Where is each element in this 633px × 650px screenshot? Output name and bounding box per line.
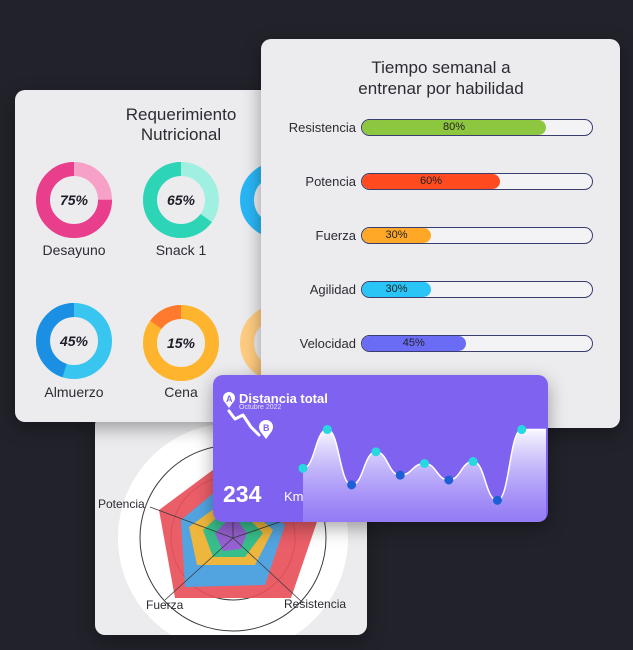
nutrition-title-line1: Requerimiento bbox=[125, 105, 237, 124]
data-point bbox=[468, 457, 478, 467]
marker-a: A bbox=[226, 394, 233, 404]
progress-fill bbox=[362, 120, 546, 135]
training-title-line1: Tiempo semanal a bbox=[371, 58, 511, 77]
progress-track: 30% bbox=[361, 281, 593, 298]
bar-label: Agilidad bbox=[309, 282, 356, 297]
radar-label-fuerza: Fuerza bbox=[146, 598, 184, 612]
bar-row-potencia: Potencia 60% bbox=[261, 173, 620, 193]
progress-track: 45% bbox=[361, 335, 593, 352]
donut-label-snack-1: Snack 1 bbox=[155, 242, 207, 258]
bar-label: Potencia bbox=[305, 174, 356, 189]
data-point bbox=[444, 475, 454, 485]
data-point bbox=[322, 425, 332, 435]
donut-snack-1: 65% bbox=[141, 160, 221, 240]
donut-cena: 15% bbox=[141, 303, 221, 383]
donut-value: 45% bbox=[59, 333, 89, 349]
donut-arc bbox=[36, 303, 112, 379]
distance-title: Distancia total bbox=[239, 391, 328, 406]
progress-value: 30% bbox=[385, 283, 408, 295]
progress-track: 80% bbox=[361, 119, 593, 136]
progress-fill bbox=[362, 174, 500, 189]
data-point bbox=[395, 470, 405, 480]
progress-track: 30% bbox=[361, 227, 593, 244]
donut-value: 75% bbox=[59, 192, 89, 208]
marker-b: B bbox=[263, 423, 270, 433]
route-icon: A B bbox=[223, 392, 273, 439]
bar-row-fuerza: Fuerza 30% bbox=[261, 227, 620, 247]
donut-arc bbox=[143, 305, 219, 381]
donut-label-almuerzo: Almuerzo bbox=[44, 384, 104, 400]
progress-value: 80% bbox=[442, 121, 466, 133]
bar-label: Resistencia bbox=[288, 120, 356, 135]
data-point bbox=[517, 425, 527, 435]
bar-row-resistencia: Resistencia 80% bbox=[261, 119, 620, 139]
data-point bbox=[298, 463, 308, 473]
donut-value: 15% bbox=[166, 335, 196, 351]
bar-label: Velocidad bbox=[299, 336, 356, 351]
distance-subtitle: Octubre 2022 bbox=[239, 404, 282, 411]
distance-area-chart bbox=[298, 425, 546, 522]
training-card: Tiempo semanal a entrenar por habilidad … bbox=[261, 39, 620, 428]
donut-arc bbox=[36, 162, 112, 238]
nutrition-title-line2: Nutricional bbox=[140, 125, 222, 144]
data-point bbox=[371, 447, 381, 457]
data-point bbox=[492, 495, 502, 505]
radar-label-potencia: Potencia bbox=[98, 497, 145, 511]
distance-area bbox=[303, 429, 546, 522]
bar-label: Fuerza bbox=[315, 228, 356, 243]
data-point bbox=[420, 459, 429, 468]
donut-value: 65% bbox=[166, 192, 196, 208]
donut-arc bbox=[143, 162, 219, 238]
progress-value: 30% bbox=[385, 229, 408, 241]
bar-row-agilidad: Agilidad 30% bbox=[261, 281, 620, 301]
donut-label-desayuno: Desayuno bbox=[42, 242, 106, 258]
donut-almuerzo: 45% bbox=[34, 301, 114, 381]
distance-card: A B Distancia total Octubre 2022 234 Km bbox=[213, 375, 548, 522]
progress-fill bbox=[362, 336, 466, 351]
nutrition-title: Requerimiento Nutricional bbox=[115, 105, 247, 145]
progress-fill bbox=[362, 282, 431, 297]
donut-desayuno: 75% bbox=[34, 160, 114, 240]
progress-value: 45% bbox=[402, 337, 425, 349]
distance-value: 234 bbox=[223, 481, 262, 507]
training-title-line2: entrenar por habilidad bbox=[358, 79, 524, 98]
nutrition-card: Requerimiento Nutricional 75% Desayuno 6… bbox=[15, 90, 280, 422]
progress-value: 60% bbox=[419, 175, 443, 187]
distance-unit: Km bbox=[284, 489, 304, 504]
donut-label-cena: Cena bbox=[164, 384, 198, 400]
progress-fill bbox=[362, 228, 431, 243]
training-title: Tiempo semanal a entrenar por habilidad bbox=[321, 57, 561, 99]
progress-track: 60% bbox=[361, 173, 593, 190]
data-point bbox=[347, 480, 357, 490]
bar-row-velocidad: Velocidad 45% bbox=[261, 335, 620, 355]
radar-label-resistencia: Resistencia bbox=[284, 597, 346, 611]
